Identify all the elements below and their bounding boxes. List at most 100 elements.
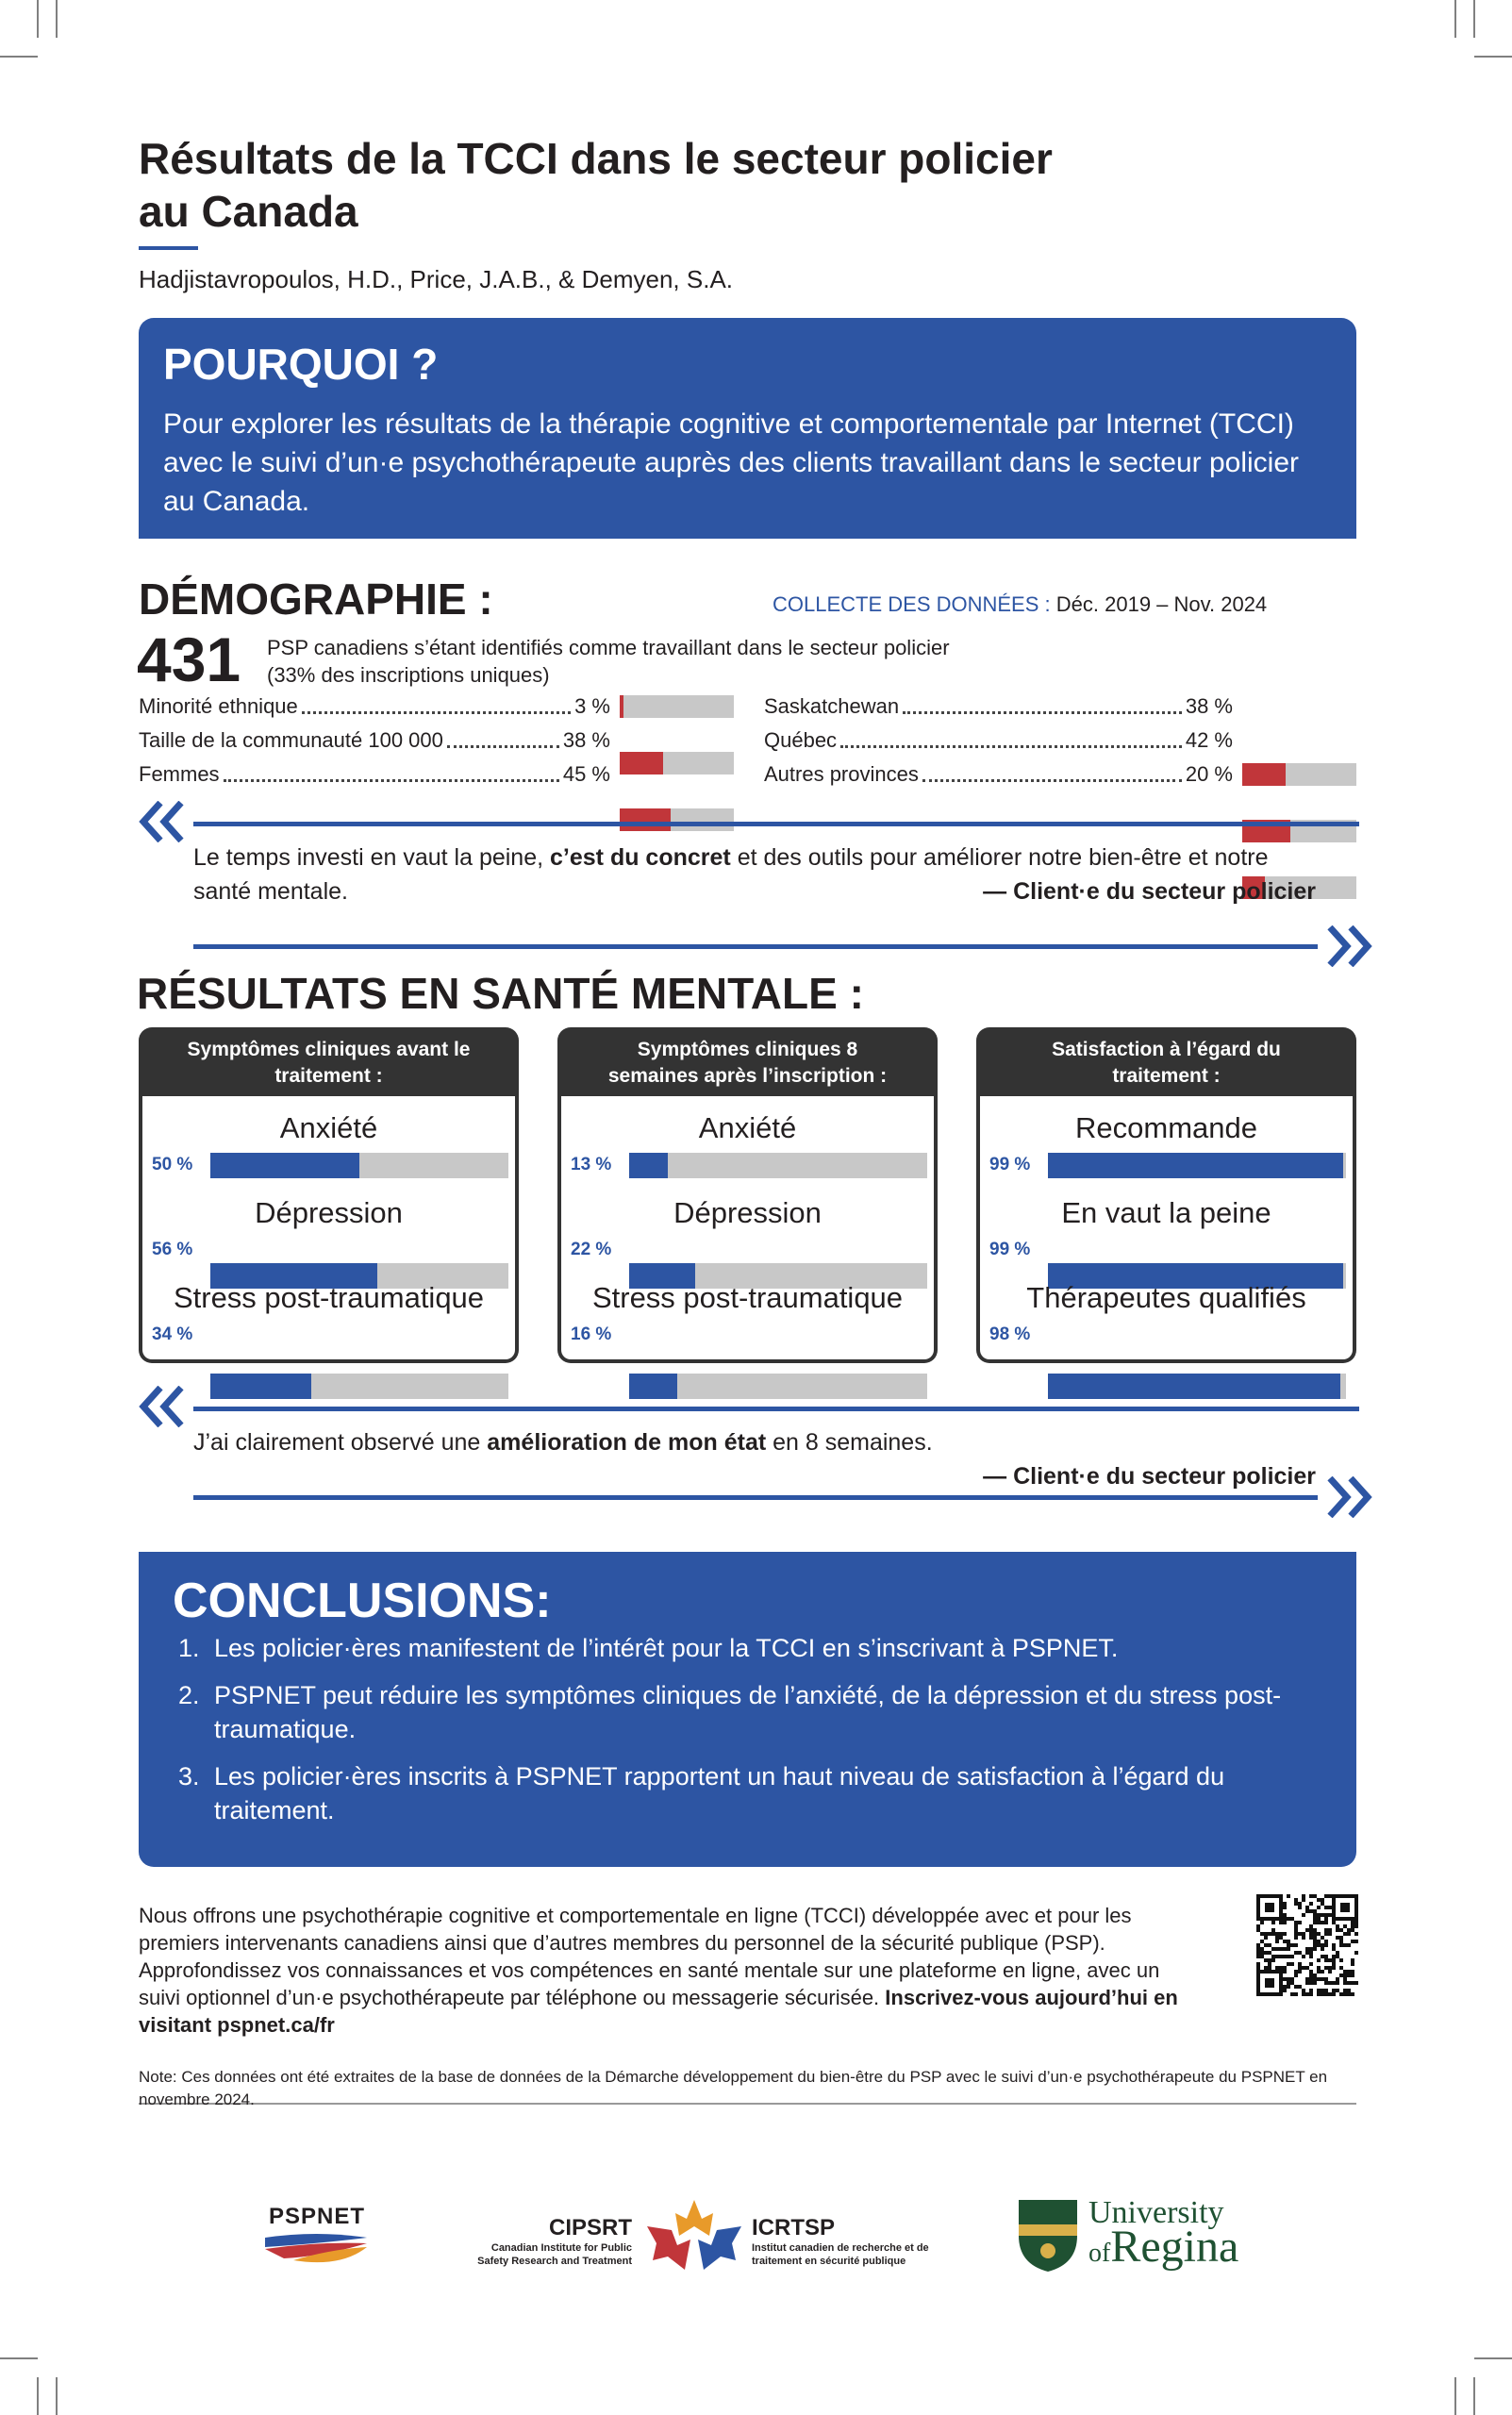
panel-item-value: 22 %: [571, 1240, 612, 1259]
quote-rule: [193, 822, 1359, 826]
bar: [1242, 876, 1266, 899]
bar: [629, 1153, 669, 1178]
quote-mark: [139, 1386, 184, 1427]
demo-label: Femmes: [139, 762, 220, 786]
bar: [210, 1374, 312, 1399]
quote-part: J’ai clairement observé une: [193, 1429, 488, 1456]
bar-track: [1048, 1263, 1346, 1289]
results-panel: Symptômes cliniques 8 semaines après l’i…: [557, 1027, 938, 1399]
conclusions-list: Les policier·ères manifestent de l’intér…: [173, 1631, 1322, 1827]
demo-row: Minorité ethnique 3 %: [139, 692, 610, 721]
quote-source: — Client·e du secteur policier: [983, 1463, 1316, 1490]
bar-track: [620, 808, 734, 831]
panel-item-value: 34 %: [152, 1324, 193, 1344]
panel-header: Symptômes cliniques 8 semaines après l’i…: [557, 1027, 938, 1096]
bar-track: [629, 1153, 927, 1178]
footer-cta: Inscrivez-vous aujourd’hui en visitant p…: [139, 1986, 1178, 2037]
conclusions-box: CONCLUSIONS: Les policier·ères manifeste…: [139, 1552, 1356, 1867]
bar-track: [620, 695, 734, 718]
panel-item-label: Dépression: [673, 1196, 822, 1229]
panel-item-value: 98 %: [989, 1324, 1031, 1344]
demo-row: Femmes 45 %: [139, 760, 610, 789]
qr-code: [1256, 1894, 1358, 1996]
cipsrt-logo: CIPSRT Canadian Institute for Public Saf…: [443, 2215, 632, 2268]
quote-source: — Client·e du secteur policier: [983, 878, 1316, 905]
panel-item-label: Anxiété: [279, 1111, 378, 1144]
quote-text: Le temps investi en vaut la peine, c’est…: [193, 841, 1316, 908]
regina-shield: [1019, 2200, 1077, 2272]
panel-item-label: Anxiété: [698, 1111, 797, 1144]
quote-mark: [139, 801, 184, 842]
panel-item-label: Stress post-traumatique: [591, 1281, 904, 1314]
panel-item-value: 99 %: [989, 1155, 1031, 1174]
panel-body: Anxiété 13 % Dépression 22 % Stress post-tra…: [557, 1096, 938, 1399]
results-panel: Satisfaction à l’égard du traitement : Re…: [976, 1027, 1356, 1399]
icrtsp-name: ICRTSP: [752, 2215, 836, 2240]
quote-part: en 8 semaines.: [766, 1429, 933, 1456]
count-note: (33% des inscriptions uniques): [267, 663, 550, 687]
demo-row: Québec 42 %: [764, 726, 1233, 755]
collection-period: Déc. 2019 – Nov. 2024: [1055, 592, 1268, 616]
why-box: POURQUOI ? Pour explorer les résultats d…: [139, 318, 1356, 539]
panel-item-value: 56 %: [152, 1240, 193, 1259]
panel-item-value: 13 %: [571, 1155, 612, 1174]
conclusion-item: Les policier·ères manifestent de l’intér…: [207, 1631, 1322, 1665]
demo-value: 3 %: [574, 694, 610, 718]
conclusions-heading: CONCLUSIONS:: [173, 1574, 552, 1628]
bar: [629, 1263, 695, 1289]
cipsrt-full: Canadian Institute for Public Safety Res…: [477, 2242, 632, 2267]
quote-emphasis: c’est du concret: [550, 844, 731, 871]
demo-value: 38 %: [1185, 694, 1233, 718]
demo-label: Québec: [764, 728, 838, 752]
panel-header: Satisfaction à l’égard du traitement :: [976, 1027, 1356, 1096]
bar-track: [210, 1263, 508, 1289]
quote-part: et des outils pour améliorer notre bien-…: [193, 844, 1269, 905]
bar-track: [210, 1153, 508, 1178]
title-line: Résultats de la TCCI dans le secteur pol…: [139, 134, 1053, 183]
panel-body: Recommande 99 % En vaut la peine 99 % Thérap…: [976, 1096, 1356, 1399]
count-desc: PSP canadiens s’étant identifiés comme t…: [267, 636, 950, 659]
bar: [620, 752, 663, 774]
count-text: PSP canadiens s’étant identifiés comme t…: [267, 634, 950, 689]
bar-track: [1242, 763, 1356, 786]
bar-track: [629, 1263, 927, 1289]
panel-item-label: Dépression: [255, 1196, 403, 1229]
title-line: au Canada: [139, 187, 358, 236]
title: Résultats de la TCCI dans le secteur pol…: [139, 132, 1053, 238]
leader: [922, 778, 1182, 782]
demographics-heading: DÉMOGRAPHIE :: [139, 575, 493, 624]
icrtsp-logo: ICRTSP Institut canadien de recherche et…: [752, 2215, 940, 2268]
demo-row: Saskatchewan 38 %: [764, 692, 1233, 721]
demo-value: 45 %: [562, 762, 610, 786]
quote-rule: [193, 944, 1318, 949]
demo-label: Autres provinces: [764, 762, 919, 786]
demo-value: 38 %: [562, 728, 610, 752]
quote-emphasis: amélioration de mon état: [487, 1429, 767, 1456]
panel-item-label: Thérapeutes qualifiés: [1026, 1281, 1306, 1314]
demo-label: Saskatchewan: [764, 694, 900, 718]
bar-track: [210, 1374, 508, 1399]
footer-body: Nous offrons une psychothérapie cognitiv…: [139, 1904, 1160, 2009]
demo-label: Minorité ethnique: [139, 694, 298, 718]
quote-rule: [193, 1407, 1359, 1411]
results-heading: RÉSULTATS EN SANTÉ MENTALE :: [137, 969, 864, 1018]
pspnet-name: PSPNET: [268, 2204, 366, 2229]
bar-track: [629, 1374, 927, 1399]
panel-item-value: 50 %: [152, 1155, 193, 1174]
maple-logo: [647, 2200, 741, 2270]
regina-of: of: [1088, 2239, 1111, 2268]
leader: [903, 710, 1182, 714]
bar: [1048, 1153, 1343, 1178]
leader: [301, 710, 572, 714]
regina-name: Regina: [1110, 2222, 1239, 2272]
bar: [620, 808, 672, 831]
leader: [223, 778, 559, 782]
panel-item-value: 16 %: [571, 1324, 612, 1344]
authors: Hadjistavropoulos, H.D., Price, J.A.B., …: [139, 265, 734, 293]
pspnet-swoosh: [265, 2234, 367, 2263]
leader: [840, 744, 1182, 748]
leader: [446, 744, 559, 748]
collection: COLLECTE DES DONNÉES : Déc. 2019 – Nov. …: [773, 592, 1267, 617]
